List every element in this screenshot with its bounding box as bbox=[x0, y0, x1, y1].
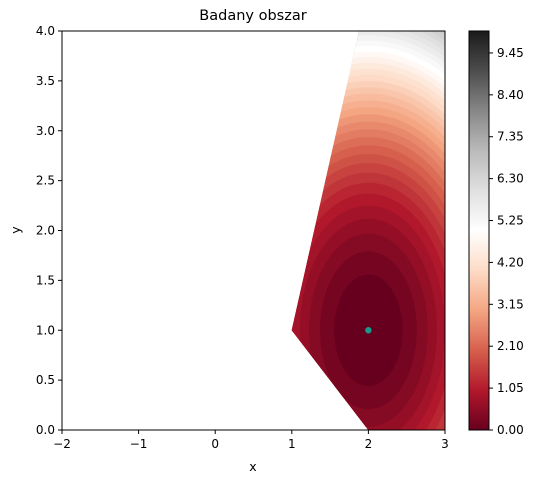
y-tick-label: 3.0 bbox=[36, 124, 55, 138]
x-tick-label: 2 bbox=[365, 437, 373, 451]
colorbar-tick-label: 0.00 bbox=[497, 423, 524, 437]
colorbar-tick-label: 9.45 bbox=[497, 46, 524, 60]
colorbar-tick-label: 7.35 bbox=[497, 130, 524, 144]
colorbar-tick-label: 8.40 bbox=[497, 88, 524, 102]
x-tick-label: 3 bbox=[441, 437, 449, 451]
colorbar-tick-label: 6.30 bbox=[497, 172, 524, 186]
x-tick-label: 0 bbox=[211, 437, 219, 451]
colorbar-ticks: 0.00 1.05 2.10 3.15 4.20 5.25 6.30 7.35 8.40 9.45 bbox=[489, 46, 524, 437]
y-tick-label: 2.5 bbox=[36, 174, 55, 188]
colorbar-tick-label: 5.25 bbox=[497, 214, 524, 228]
x-axis: −2 −1 0 1 2 3 bbox=[53, 430, 449, 451]
y-axis-title: y bbox=[8, 226, 23, 234]
colorbar-tick-label: 1.05 bbox=[497, 381, 524, 395]
x-tick-label: 1 bbox=[288, 437, 296, 451]
y-tick-label: 0.0 bbox=[36, 423, 55, 437]
colorbar-tick-label: 2.10 bbox=[497, 339, 524, 353]
colorbar-tick-label: 4.20 bbox=[497, 255, 524, 269]
plot-area bbox=[61, 30, 446, 431]
x-tick-label: −2 bbox=[53, 437, 71, 451]
x-axis-title: x bbox=[249, 459, 256, 474]
min-point-marker bbox=[365, 327, 372, 334]
y-tick-label: 4.0 bbox=[36, 24, 55, 38]
y-tick-label: 0.5 bbox=[36, 373, 55, 387]
x-tick-label: −1 bbox=[130, 437, 148, 451]
colorbar: 0.00 1.05 2.10 3.15 4.20 5.25 6.30 7.35 8.40 9.45 bbox=[468, 30, 524, 437]
y-tick-label: 3.5 bbox=[36, 74, 55, 88]
colorbar-tick-label: 3.15 bbox=[497, 297, 524, 311]
y-tick-label: 2.0 bbox=[36, 224, 55, 238]
y-tick-label: 1.5 bbox=[36, 273, 55, 287]
chart-title: Badany obszar bbox=[199, 8, 306, 24]
y-axis: 0.0 0.5 1.0 1.5 2.0 2.5 3.0 3.5 4.0 bbox=[36, 24, 62, 437]
y-tick-label: 1.0 bbox=[36, 323, 55, 337]
